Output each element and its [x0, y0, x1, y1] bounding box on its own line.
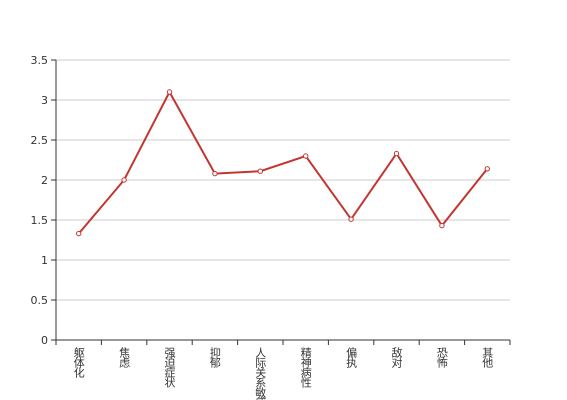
- y-tick-label: 0: [41, 334, 48, 347]
- y-tick-label: 1.5: [31, 214, 49, 227]
- point: [212, 170, 218, 177]
- line: [77, 89, 489, 235]
- point: [166, 89, 173, 95]
- y-tick-label: 1: [41, 254, 48, 267]
- y-tick-label: 3: [41, 94, 48, 107]
- point: [121, 177, 127, 183]
- point: [303, 153, 309, 159]
- x-tick-label: 人际关系敏感: [254, 347, 267, 400]
- y-tick-label: 2.5: [31, 134, 49, 147]
- x-tick-label: 焦虑: [118, 347, 131, 368]
- point: [257, 168, 263, 174]
- point: [484, 166, 490, 172]
- y-tick-label: 2: [41, 174, 48, 187]
- x-tick-label: 强迫症状: [163, 347, 176, 388]
- x-tick-label: 躯体化: [72, 347, 85, 379]
- point: [393, 150, 400, 157]
- y-tick-label: 3.5: [31, 54, 49, 67]
- point: [439, 222, 445, 229]
- point: [76, 230, 82, 237]
- y-tick-label: 0.5: [31, 294, 49, 307]
- x-tick-label: 抑郁: [208, 346, 221, 368]
- x-tick-label: 恐怖: [435, 347, 448, 368]
- x-tick-label: 其他: [481, 347, 494, 368]
- x-tick-label: 敌对: [390, 346, 403, 368]
- x-tick-label: 偏执: [345, 346, 358, 369]
- x-tick-label: 精神病性: [299, 347, 312, 389]
- point: [348, 216, 354, 222]
